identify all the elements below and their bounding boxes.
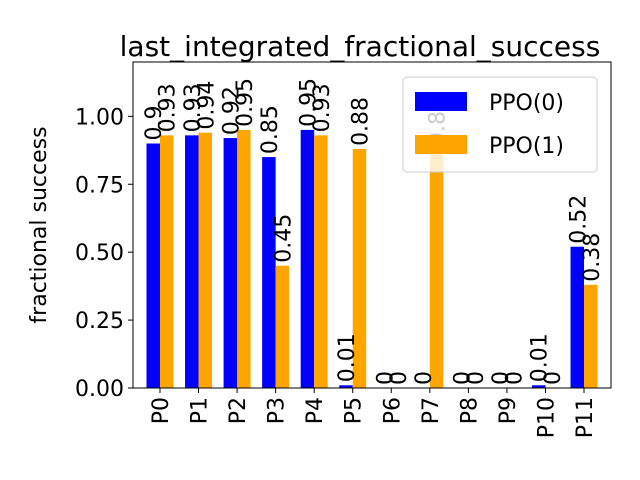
legend-label-ppo0: PPO(0) (489, 91, 564, 116)
legend-label-ppo1: PPO(1) (489, 134, 564, 159)
bar-p5-series-1 (352, 148, 367, 388)
data-label-p10-series-1: 0 (541, 371, 566, 385)
bar-p1-series-0 (185, 135, 199, 388)
data-label-p1-series-0: 0.93 (181, 83, 206, 132)
data-label-p4-series-1: 0.93 (310, 83, 335, 132)
y-axis: 0.00 0.25 0.50 0.75 1.00 (75, 105, 133, 402)
data-label-p7-series-0: 0 (412, 371, 437, 385)
data-label-p8-series-1: 0 (464, 371, 489, 385)
bar-p2-series-0 (223, 138, 238, 388)
data-label-p4-series-0: 0.95 (296, 78, 321, 127)
x-tick-label-p3: P3 (265, 397, 290, 424)
bar-p3-series-0 (262, 157, 276, 388)
data-label-p8-series-0: 0 (451, 371, 476, 385)
x-tick-label-p6: P6 (380, 397, 405, 424)
data-label-p1-series-1: 0.94 (194, 81, 219, 130)
y-tick-label-3: 0.75 (75, 173, 124, 198)
bar-p0-series-0 (146, 143, 160, 388)
bar-p7-series-1 (429, 148, 444, 388)
bar-p11-series-1 (584, 284, 598, 388)
bar-p4-series-1 (314, 135, 328, 388)
data-label-p6-series-0: 0 (374, 371, 399, 385)
data-label-p5-series-0: 0.01 (335, 333, 360, 382)
bar-p11-series-0 (570, 246, 585, 388)
data-label-p9-series-0: 0 (489, 371, 514, 385)
y-tick-label-2: 0.50 (75, 241, 124, 266)
data-label-p11-series-1: 0.38 (580, 233, 605, 282)
x-tick-label-p10: P10 (534, 397, 559, 438)
x-tick-label-p1: P1 (188, 397, 213, 424)
data-labels-layer: 0.9 0.93 0.92 0.850.950.01 0 0 0 0 0.010.520.93 0… (142, 78, 605, 385)
data-label-p0-series-0: 0.9 (142, 106, 167, 141)
y-tick-label-4: 1.00 (75, 105, 124, 130)
bar-p4-series-0 (300, 129, 315, 388)
y-tick-label-0: 0.00 (75, 377, 124, 402)
x-tick-label-p5: P5 (342, 397, 367, 424)
data-label-p3-series-1: 0.45 (271, 214, 296, 263)
data-label-p11-series-0: 0.52 (566, 195, 591, 244)
x-tick-label-p8: P8 (457, 397, 482, 424)
y-axis-label: fractional success (27, 126, 52, 323)
x-tick-label-p4: P4 (303, 397, 328, 424)
y-tick-label-1: 0.25 (75, 309, 124, 334)
data-label-p6-series-1: 0 (387, 371, 412, 385)
data-label-p9-series-1: 0 (503, 371, 528, 385)
data-label-p0-series-1: 0.93 (156, 83, 181, 132)
legend-swatch-ppo0 (415, 92, 467, 111)
legend: PPO(0) PPO(1) (402, 76, 598, 173)
plot-frame (132, 61, 612, 389)
bar-p0-series-1 (159, 135, 174, 388)
x-tick-label-p7: P7 (419, 397, 444, 424)
data-label-p3-series-0: 0.85 (258, 105, 283, 154)
chart-title: last_integrated_fractional_success (120, 30, 601, 63)
x-tick-label-p11: P11 (573, 397, 598, 438)
legend-swatch-ppo1 (415, 135, 467, 154)
bars-layer (146, 129, 598, 388)
x-tick-label-p9: P9 (496, 397, 521, 424)
data-label-p5-series-1: 0.88 (348, 97, 373, 146)
x-tick-label-p0: P0 (149, 397, 174, 424)
data-label-p2-series-0: 0.92 (219, 86, 244, 135)
data-label-p10-series-0: 0.01 (528, 333, 553, 382)
bar-p3-series-1 (275, 265, 290, 388)
bar-p5-series-0 (339, 385, 353, 388)
bar-p10-series-0 (531, 385, 546, 388)
bar-p2-series-1 (237, 129, 251, 388)
x-tick-label-p2: P2 (226, 397, 251, 424)
x-axis: P0 P1 P2 P3 P4 P5 P6 P7 P8 P9 P10 P11 (149, 388, 598, 438)
bar-p1-series-1 (198, 132, 213, 388)
data-label-p2-series-1: 0.95 (233, 78, 258, 127)
